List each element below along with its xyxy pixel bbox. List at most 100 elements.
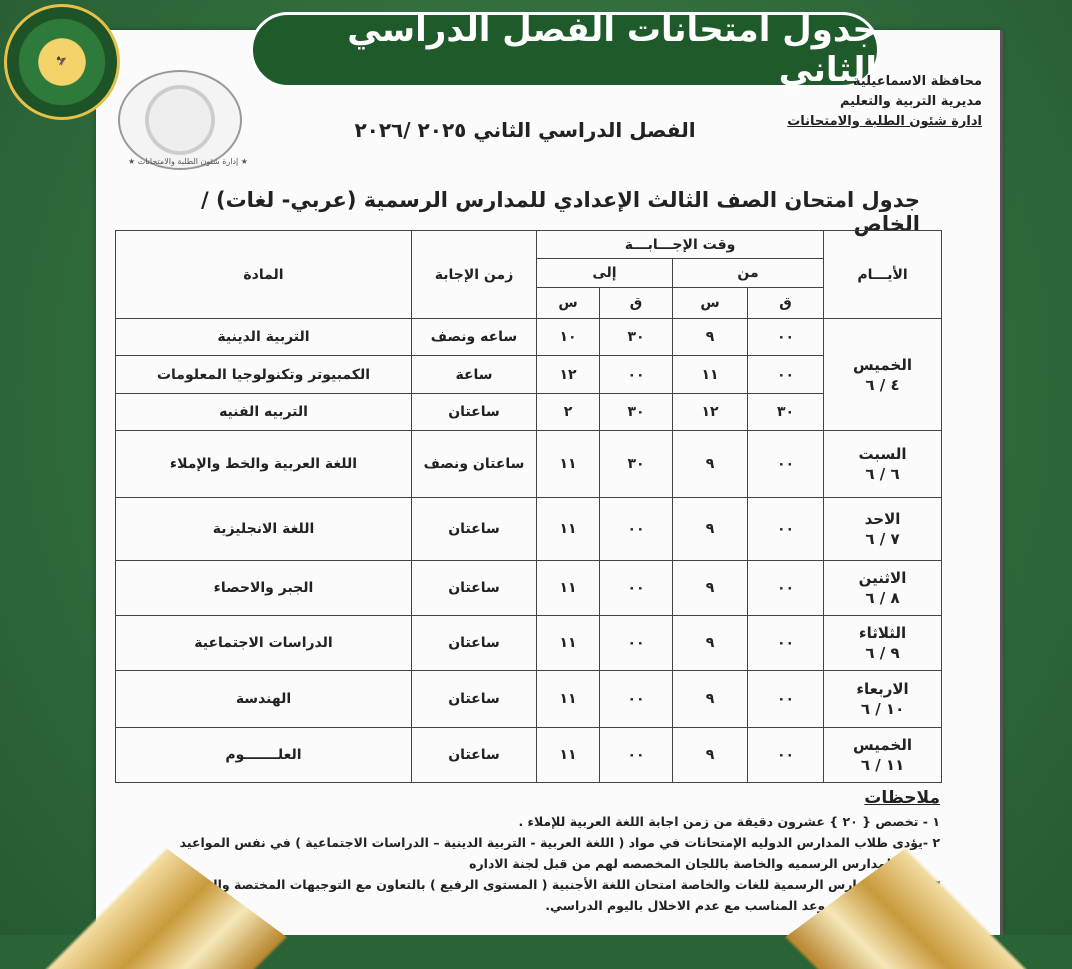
note-1: ١ - تخصص { ٢٠ } عشرون دقيقة من زمن اجابة…: [518, 814, 940, 829]
header-to-minute: ق: [599, 287, 674, 319]
to-h-cell: ١١: [535, 727, 601, 783]
duration-cell: ساعتان: [411, 670, 537, 728]
day-cell: السبت ٦ / ٦: [823, 430, 943, 498]
table-row: الاحد ٧ / ٦ ٠٠ ٩ ٠٠ ١١ ساعتان اللغة الانجليزية: [115, 497, 943, 561]
from-m-cell: ٠٠: [747, 497, 825, 561]
table-row: الثلاثاء ٩ / ٦ ٠٠ ٩ ٠٠ ١١ ساعتان الدراسات الاجت…: [115, 615, 943, 671]
from-h-cell: ٩: [672, 560, 749, 616]
day-cell: الخميس ١١ / ٦: [823, 727, 943, 783]
table-row: السبت ٦ / ٦ ٠٠ ٩ ٣٠ ١١ ساعتان ونصف اللغة العربي…: [115, 430, 943, 498]
duration-cell: ساعتان: [411, 560, 537, 616]
table-row: الاربعاء ١٠ / ٦ ٠٠ ٩ ٠٠ ١١ ساعتان الهندسة: [115, 670, 943, 728]
to-m-cell: ٠٠: [599, 615, 674, 671]
paper-edge: [1000, 30, 1003, 935]
header-from-minute: ق: [747, 287, 825, 319]
day-name: الاثنين: [858, 569, 907, 587]
note-3: ٣ – تنظم المدارس الرسمية للغات والخاصة ا…: [208, 877, 940, 892]
header-from-hour: س: [672, 287, 749, 319]
subject-cell: الكمبيوتر وتكنولوجيا المعلومات: [115, 355, 412, 394]
header-subject: المادة: [115, 230, 412, 319]
to-m-cell: ٠٠: [599, 560, 674, 616]
day-name: الاربعاء: [856, 680, 909, 698]
from-h-cell: ٩: [672, 727, 749, 783]
subject-cell: اللغة العربية والخط والإملاء: [115, 430, 412, 498]
duration-cell: ساعتان: [411, 727, 537, 783]
from-h-cell: ٩: [672, 615, 749, 671]
header-to-hour: س: [535, 287, 601, 319]
to-h-cell: ١١: [535, 615, 601, 671]
from-h-cell: ٩: [672, 497, 749, 561]
to-m-cell: ٠٠: [599, 497, 674, 561]
day-name: الخميس: [853, 355, 913, 374]
directorate-seal: [118, 70, 242, 170]
day-cell: الخميس ٤ / ٦: [823, 318, 943, 431]
day-cell: الاحد ٧ / ٦: [823, 497, 943, 561]
to-h-cell: ١١: [535, 430, 601, 498]
day-cell: الاربعاء ١٠ / ٦: [823, 670, 943, 728]
day-date: ١١ / ٦: [860, 756, 905, 774]
subject-cell: العلـــــــوم: [115, 727, 412, 783]
subject-cell: الهندسة: [115, 670, 412, 728]
from-m-cell: ٠٠: [747, 355, 825, 394]
subject-cell: التربية الدينية: [115, 318, 412, 356]
day-date: ٩ / ٦: [865, 644, 900, 662]
duration-cell: ساعة: [411, 355, 537, 394]
to-h-cell: ١١: [535, 670, 601, 728]
duration-cell: ساعتان: [411, 615, 537, 671]
table-row: ٠٠ ١١ ٠٠ ١٢ ساعة الكمبيوتر وتكنولوجيا المعلوم…: [115, 355, 942, 394]
from-m-cell: ٠٠: [747, 727, 825, 783]
issuer-header: محافظة الاسماعيلية مديرية التربية والتعل…: [787, 72, 982, 132]
table-row: الخميس ٤ / ٦ ٠٠ ٩ ٣٠ ١٠ ساعه ونصف التربية الدين…: [115, 318, 943, 431]
day-name: السبت: [858, 445, 907, 463]
day-name: الاحد: [864, 510, 901, 528]
schedule-title: جدول امتحان الصف الثالث الإعدادي للمدارس…: [201, 188, 920, 236]
to-h-cell: ١٠: [535, 318, 601, 356]
from-m-cell: ٠٠: [747, 318, 825, 356]
department-name: ادارة شئون الطلبة والامتحانات: [787, 114, 982, 129]
day-date: ٨ / ٦: [865, 589, 900, 607]
note-2-cont: مع المدارس الرسميه والخاصة باللجان المخص…: [469, 856, 916, 871]
directorate-name: مديرية التربية والتعليم: [839, 94, 982, 109]
day-date: ٤ / ٦: [865, 375, 900, 394]
day-date: ٧ / ٦: [865, 530, 900, 548]
header-duration: زمن الإجابة: [411, 230, 537, 319]
notes-section: ملاحظات ١ - تخصص { ٢٠ } عشرون دقيقة من ز…: [110, 788, 940, 916]
duration-cell: ساعه ونصف: [411, 318, 537, 356]
from-h-cell: ٩: [672, 318, 749, 356]
subject-cell: التربيه الفنيه: [115, 393, 412, 431]
day-cell: الثلاثاء ٩ / ٦: [823, 615, 943, 671]
table-row: الخميس ١١ / ٦ ٠٠ ٩ ٠٠ ١١ ساعتان العلـــــــوم: [115, 727, 943, 783]
note-2: ٢ -يؤدى طلاب المدارس الدوليه الإمتحانات …: [179, 835, 940, 850]
from-h-cell: ١١: [672, 355, 749, 394]
to-h-cell: ١٢: [535, 355, 601, 394]
from-m-cell: ٠٠: [747, 560, 825, 616]
from-m-cell: ٠٠: [747, 670, 825, 728]
seal-caption: ★ إدارة شئون الطلبة والامتحانات ★: [128, 157, 248, 166]
logo-emblem-icon: 🦅: [56, 57, 68, 67]
day-date: ٦ / ٦: [865, 465, 900, 483]
exam-schedule-table: الأيـــام وقت الإجـــابـــة زمن الإجابة …: [115, 230, 943, 783]
table-row: ٣٠ ١٢ ٣٠ ٢ ساعتان التربيه الفنيه: [115, 393, 942, 431]
to-m-cell: ٠٠: [599, 727, 674, 783]
from-m-cell: ٣٠: [747, 393, 825, 431]
subject-cell: الجبر والاحصاء: [115, 560, 412, 616]
header-answer-time: وقت الإجـــابـــة: [535, 230, 825, 259]
day-cell: الاثنين ٨ / ٦: [823, 560, 943, 616]
from-h-cell: ١٢: [672, 393, 749, 431]
day-name: الثلاثاء: [858, 624, 907, 642]
duration-cell: ساعتان: [411, 393, 537, 431]
subject-cell: الدراسات الاجتماعية: [115, 615, 412, 671]
duration-cell: ساعتان ونصف: [411, 430, 537, 498]
from-h-cell: ٩: [672, 430, 749, 498]
day-name: الخميس: [853, 736, 913, 754]
to-m-cell: ٣٠: [599, 318, 674, 356]
from-m-cell: ٠٠: [747, 615, 825, 671]
notes-heading: ملاحظات: [864, 788, 940, 808]
to-h-cell: ١١: [535, 497, 601, 561]
from-m-cell: ٠٠: [747, 430, 825, 498]
header-days: الأيـــام: [823, 230, 943, 319]
governorate-name: محافظة الاسماعيلية: [852, 74, 982, 89]
table-row: الاثنين ٨ / ٦ ٠٠ ٩ ٠٠ ١١ ساعتان الجبر والاحصاء: [115, 560, 943, 616]
from-h-cell: ٩: [672, 670, 749, 728]
to-m-cell: ٠٠: [599, 670, 674, 728]
